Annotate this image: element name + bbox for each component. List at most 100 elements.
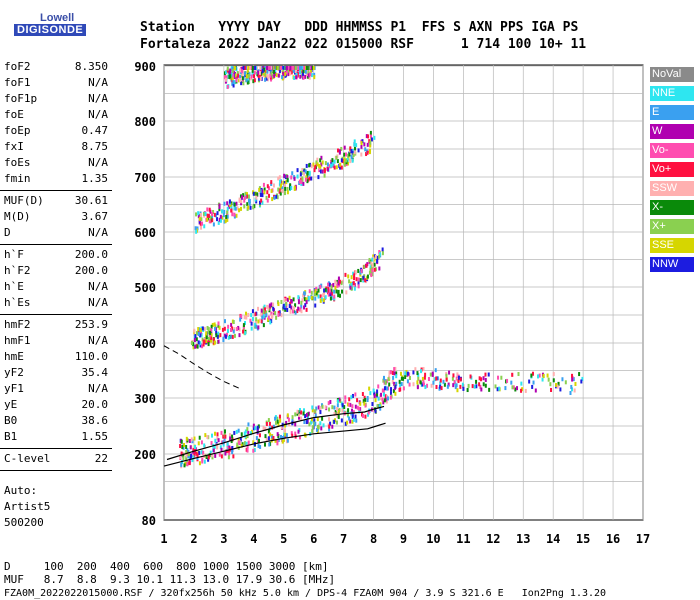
echo-dot [230,71,233,76]
echo-dot [260,319,263,324]
echo-dot [270,77,273,82]
echo-dot [221,209,224,214]
echo-dot [270,71,273,76]
echo-dot [262,71,265,76]
echo-dot [419,380,422,385]
echo-dot [264,426,267,431]
echo-dot [201,326,204,331]
echo-dot [246,434,249,439]
param-value: 110.0 [74,350,108,363]
echo-dot [352,417,355,422]
echo-dot [406,379,409,384]
echo-dot [420,369,423,374]
echo-dot [374,409,377,414]
echo-dot [274,416,277,421]
echo-dot [328,164,331,169]
echo-dot [285,70,288,75]
echo-dot [373,254,376,259]
echo-dot [277,312,280,317]
echo-dot [190,341,193,346]
echo-dot [303,171,306,176]
echo-dot [296,66,299,70]
echo-dot [290,299,293,304]
echo-dot [337,281,340,286]
echo-dot [497,375,500,380]
echo-dot [386,386,389,391]
echo-dot [238,327,241,332]
echo-dot [204,433,207,438]
echo-dot [358,409,361,414]
param-b0: B0 38.6 [4,414,108,430]
param-value: 30.61 [74,194,108,207]
param-hmf2: hmF2 253.9 [4,318,108,334]
echo-dot [324,161,327,166]
x-tick-label: 9 [400,532,407,546]
param-key: h`F2 [4,264,31,277]
echo-dot [262,312,265,317]
param-hme: hmE 110.0 [4,350,108,366]
echo-dot [385,379,388,384]
echo-dot [230,205,233,210]
echo-dot [323,292,326,297]
echo-dot [333,159,336,164]
echo-dot [245,192,248,197]
echo-dot [251,68,254,73]
echo-dot [573,388,576,393]
echo-dot [365,152,368,157]
echo-dot [370,137,373,142]
echo-dot [366,142,369,147]
echo-dot [248,66,251,70]
echo-dot [221,327,224,332]
echo-dot [402,376,405,381]
echo-dot [314,421,317,426]
echo-dot [388,382,391,387]
echo-dot [308,422,311,427]
param-key: hmE [4,350,24,363]
echo-dot [210,453,213,458]
param-value: 8.75 [81,140,109,153]
echo-dot [284,183,287,188]
echo-dot [395,374,398,379]
echo-dot [291,415,294,420]
echo-dot [352,281,355,286]
echo-dot [276,416,279,421]
echo-dot [280,66,283,70]
y-tick-label: 500 [134,281,156,295]
echo-dot [218,452,221,457]
echo-dot [473,384,476,389]
echo-dot [354,414,357,419]
profile-curve-lower [163,422,386,467]
param-value: N/A [88,334,108,347]
echo-dot [298,179,301,184]
echo-dot [303,169,306,174]
echo-dot [194,344,197,349]
echo-dot [220,430,223,435]
legend-item-vo-: Vo- [650,143,694,158]
echo-dot [331,158,334,163]
echo-dot [287,66,290,70]
echo-dot [392,375,395,380]
echo-dot [307,73,310,78]
echo-dot [263,304,266,309]
echo-dot [315,286,318,291]
echo-dot [462,386,465,391]
header-line-1: Station YYYY DAY DDD HHMMSS P1 FFS S AXN… [140,20,579,35]
echo-dot [370,270,373,275]
echo-dot [310,290,313,295]
echo-dot [321,416,324,421]
echo-dot [296,309,299,314]
echo-dot [357,148,360,153]
echo-dot [266,198,269,203]
echo-dot [293,66,296,70]
logo-lowell: Lowell [40,12,75,24]
echo-dot [239,206,242,211]
param-key: hmF2 [4,318,31,331]
echo-dot [452,383,455,388]
echo-dot [347,153,350,158]
echo-dot [235,429,238,434]
echo-dot [197,340,200,345]
echo-dot [337,289,340,294]
echo-dot [488,387,491,392]
echo-dot [244,191,247,196]
echo-dot [295,75,298,80]
